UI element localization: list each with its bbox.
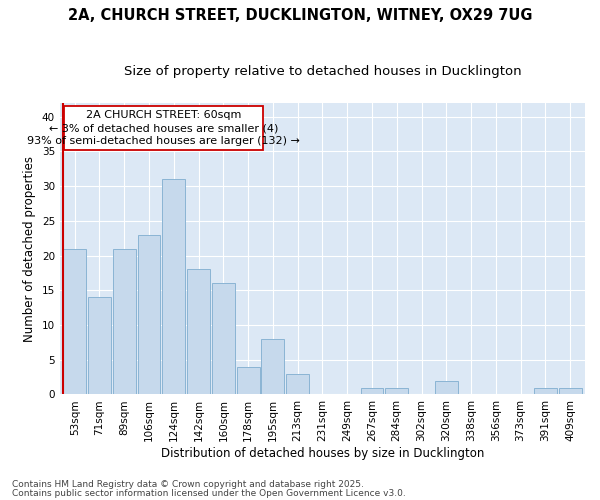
Text: Contains HM Land Registry data © Crown copyright and database right 2025.: Contains HM Land Registry data © Crown c… <box>12 480 364 489</box>
Bar <box>187 270 210 394</box>
Bar <box>137 234 160 394</box>
Bar <box>212 284 235 395</box>
Bar <box>237 366 260 394</box>
Bar <box>163 179 185 394</box>
Title: Size of property relative to detached houses in Ducklington: Size of property relative to detached ho… <box>124 65 521 78</box>
Bar <box>534 388 557 394</box>
Bar <box>559 388 581 394</box>
X-axis label: Distribution of detached houses by size in Ducklington: Distribution of detached houses by size … <box>161 447 484 460</box>
Text: 2A, CHURCH STREET, DUCKLINGTON, WITNEY, OX29 7UG: 2A, CHURCH STREET, DUCKLINGTON, WITNEY, … <box>68 8 532 22</box>
Text: Contains public sector information licensed under the Open Government Licence v3: Contains public sector information licen… <box>12 488 406 498</box>
Bar <box>361 388 383 394</box>
Bar <box>88 297 111 394</box>
Bar <box>262 339 284 394</box>
Text: 2A CHURCH STREET: 60sqm
← 3% of detached houses are smaller (4)
93% of semi-deta: 2A CHURCH STREET: 60sqm ← 3% of detached… <box>27 110 300 146</box>
Bar <box>435 380 458 394</box>
Bar <box>64 248 86 394</box>
Bar <box>286 374 309 394</box>
Bar <box>385 388 408 394</box>
Y-axis label: Number of detached properties: Number of detached properties <box>23 156 36 342</box>
FancyBboxPatch shape <box>64 106 263 150</box>
Bar <box>113 248 136 394</box>
